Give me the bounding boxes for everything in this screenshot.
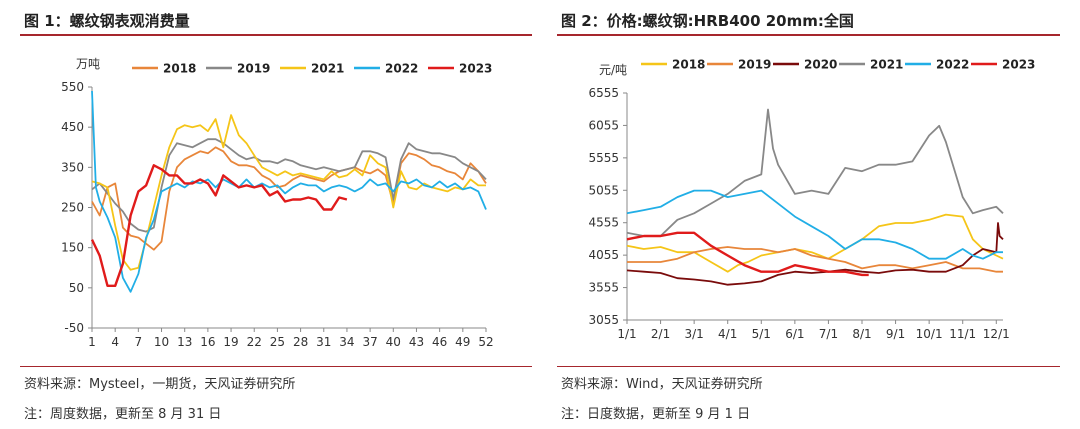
y-tick-label: 5555 [588, 151, 619, 165]
series-line-2022 [626, 189, 1003, 260]
x-tick-label: 10/1 [916, 327, 943, 341]
series-line-2021 [91, 114, 486, 271]
x-tick-label: 43 [409, 335, 424, 349]
x-tick-label: 12/1 [983, 327, 1010, 341]
legend-label-2018: 2018 [163, 62, 196, 76]
note-text: 注：日度数据，更新至 9 月 1 日 [561, 407, 751, 422]
x-tick-label: 52 [478, 335, 493, 349]
legend-label-2021: 2021 [311, 62, 344, 76]
source-text: 资料来源：Wind，天风证券研究所 [561, 377, 763, 392]
legend-label-2022: 2022 [385, 62, 418, 76]
x-tick-label: 11/1 [949, 327, 976, 341]
legend-label-2018: 2018 [672, 58, 705, 72]
figure-title: 图 2：价格:螺纹钢:HRB400 20mm:全国 [561, 12, 854, 30]
x-tick-label: 4 [111, 335, 119, 349]
x-tick-label: 8/1 [852, 327, 871, 341]
x-tick-label: 49 [455, 335, 470, 349]
legend-label-2019: 2019 [237, 62, 270, 76]
y-tick-label: 450 [61, 120, 84, 134]
legend-label-2020: 2020 [804, 58, 837, 72]
x-tick-label: 1/1 [617, 327, 636, 341]
x-tick-label: 2/1 [651, 327, 670, 341]
source-text: 资料来源：Mysteel，一期货，天风证券研究所 [24, 377, 296, 392]
title-rule [20, 34, 532, 36]
y-tick-label: 3055 [588, 313, 619, 327]
series-line-2023 [626, 231, 869, 277]
legend-label-2022: 2022 [936, 58, 969, 72]
series-line-2023 [90, 164, 348, 288]
legend-label-2019: 2019 [738, 58, 771, 72]
x-tick-label: 1 [88, 335, 96, 349]
consumption-chart: 万吨 -50 50 150 250 350 450 550 1 4 7 10 13 16 19 22 25 28 3… [61, 57, 494, 349]
y-tick-label: 50 [69, 281, 84, 295]
x-tick-label: 46 [432, 335, 447, 349]
footer-rule [20, 366, 532, 367]
x-tick-label: 31 [316, 335, 331, 349]
x-tick-label: 37 [362, 335, 377, 349]
panel-price: 图 2：价格:螺纹钢:HRB400 20mm:全国 元/吨 3055 3555 405… [557, 0, 1060, 429]
footer-rule [557, 366, 1060, 367]
x-tick-label: 7/1 [819, 327, 838, 341]
y-tick-label: 4555 [588, 216, 619, 230]
note-text: 注：周度数据，更新至 8 月 31 日 [24, 407, 222, 422]
y-axis-unit: 元/吨 [599, 63, 627, 77]
series-line-2019 [627, 246, 1003, 273]
x-tick-label: 7 [135, 335, 143, 349]
x-tick-label: 16 [200, 335, 215, 349]
y-tick-label: -50 [64, 321, 84, 335]
x-tick-label: 6/1 [785, 327, 804, 341]
x-tick-label: 10 [154, 335, 169, 349]
y-tick-label: 350 [61, 160, 84, 174]
y-tick-label: 6055 [588, 118, 619, 132]
y-tick-label: 5055 [588, 183, 619, 197]
x-tick-label: 40 [386, 335, 401, 349]
y-tick-label: 150 [61, 241, 84, 255]
series-line-2020 [626, 222, 1004, 286]
x-tick-label: 28 [293, 335, 308, 349]
legend-label-2021: 2021 [870, 58, 903, 72]
x-tick-label: 19 [223, 335, 238, 349]
price-chart: 元/吨 3055 3555 4055 4555 5055 5555 6055 6555 1/1 2/… [588, 58, 1035, 342]
series-line-2021 [626, 108, 1004, 237]
figure-title: 图 1：螺纹钢表观消费量 [24, 12, 190, 30]
x-tick-label: 3/1 [684, 327, 703, 341]
y-axis-unit: 万吨 [76, 57, 100, 71]
y-tick-label: 250 [61, 201, 84, 215]
x-tick-label: 9/1 [886, 327, 905, 341]
series-line-2018 [626, 213, 1004, 273]
x-tick-label: 4/1 [718, 327, 737, 341]
series-line-2018 [91, 146, 487, 251]
panel-consumption: 图 1：螺纹钢表观消费量 万吨 -50 50 150 250 350 450 550 1 4 7 10… [20, 0, 532, 429]
x-tick-label: 25 [270, 335, 285, 349]
y-tick-label: 550 [61, 80, 84, 94]
y-tick-label: 6555 [588, 86, 619, 100]
legend-label-2023: 2023 [459, 62, 492, 76]
title-rule [557, 34, 1060, 36]
x-tick-label: 13 [177, 335, 192, 349]
x-tick-label: 34 [339, 335, 354, 349]
y-tick-label: 4055 [588, 248, 619, 262]
x-tick-label: 5/1 [752, 327, 771, 341]
series-line-2022 [91, 90, 487, 293]
y-tick-label: 3555 [588, 281, 619, 295]
x-tick-label: 22 [247, 335, 262, 349]
legend-label-2023: 2023 [1002, 58, 1035, 72]
